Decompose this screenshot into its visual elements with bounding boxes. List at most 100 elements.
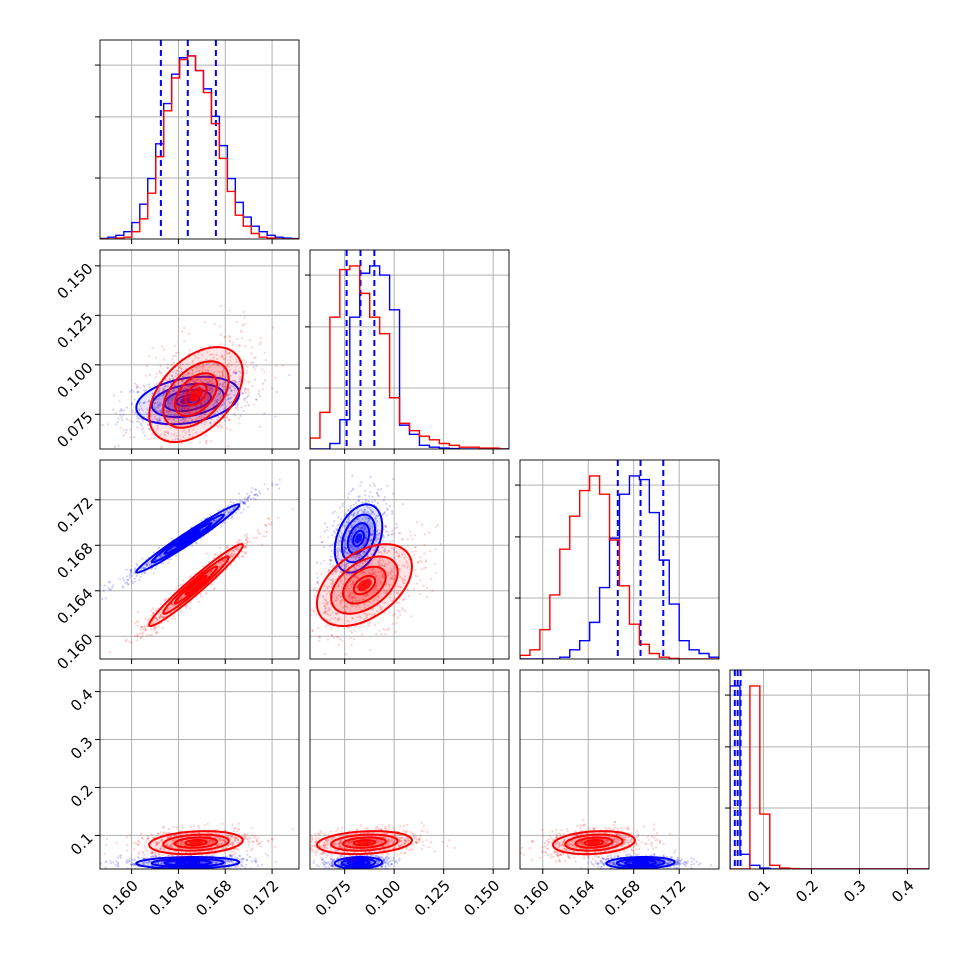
scatter-point: [141, 420, 145, 423]
scatter-point: [157, 390, 160, 393]
scatter-point: [207, 409, 210, 412]
scatter-point: [154, 626, 157, 629]
scatter-point: [373, 586, 376, 589]
scatter-point: [321, 541, 324, 544]
scatter-point: [220, 561, 223, 564]
scatter-point: [377, 514, 380, 517]
scatter-point: [121, 418, 124, 421]
scatter-point: [347, 521, 350, 524]
scatter-point: [162, 393, 165, 396]
scatter-point: [402, 581, 405, 585]
scatter-point: [237, 546, 241, 549]
scatter-point: [215, 400, 218, 403]
scatter-point: [172, 378, 175, 381]
scatter-point: [125, 638, 128, 641]
scatter-point: [191, 409, 194, 412]
scatter-point: [386, 507, 389, 510]
scatter-point: [350, 538, 353, 541]
scatter-point: [159, 612, 162, 615]
scatter-point: [363, 540, 366, 543]
scatter-point: [354, 520, 357, 523]
scatter-point: [183, 595, 186, 598]
scatter-point: [359, 616, 362, 619]
scatter-point: [130, 863, 133, 866]
scatter-point: [337, 516, 340, 519]
scatter-point: [351, 474, 354, 477]
scatter-point: [372, 573, 375, 576]
scatter-point: [187, 387, 190, 390]
scatter-point: [206, 397, 210, 400]
scatter-point: [226, 509, 229, 513]
scatter-point: [344, 547, 348, 550]
scatter-point: [141, 557, 144, 560]
scatter-point: [363, 606, 367, 609]
scatter-point: [382, 512, 385, 516]
scatter-point: [367, 516, 371, 520]
scatter-point: [172, 389, 175, 392]
scatter-point: [360, 546, 363, 549]
scatter-point: [337, 539, 340, 542]
scatter-point: [379, 576, 382, 579]
scatter-point: [184, 385, 187, 388]
scatter-point: [364, 536, 367, 539]
scatter-point: [145, 563, 148, 566]
density-contour: [150, 513, 225, 564]
scatter-point: [156, 631, 159, 634]
scatter-point: [136, 620, 139, 623]
scatter-point: [402, 582, 405, 585]
scatter-point: [200, 404, 203, 407]
scatter-point: [216, 395, 219, 398]
scatter-point: [349, 505, 352, 508]
scatter-point: [221, 402, 224, 405]
scatter-point: [345, 520, 348, 524]
scatter-point: [229, 359, 232, 362]
scatter-point: [186, 362, 189, 366]
scatter-point: [229, 388, 232, 391]
scatter-panel-p0-p3: [100, 822, 294, 869]
scatter-point: [241, 501, 245, 504]
scatter-point: [365, 530, 368, 533]
scatter-point: [381, 546, 384, 549]
scatter-point: [221, 375, 224, 378]
scatter-point: [114, 412, 117, 415]
scatter-point: [416, 575, 419, 578]
scatter-point: [237, 539, 240, 542]
scatter-point: [361, 562, 364, 565]
scatter-point: [141, 632, 144, 635]
scatter-point: [388, 504, 391, 507]
scatter-point: [112, 584, 115, 587]
scatter-point: [222, 400, 225, 403]
scatter-point: [201, 370, 204, 373]
scatter-point: [185, 455, 187, 457]
scatter-point: [162, 348, 166, 351]
density-contour: [150, 382, 225, 419]
density-contour: [340, 513, 377, 564]
scatter-point: [364, 554, 367, 557]
scatter-point: [135, 391, 139, 394]
scatter-point: [191, 369, 194, 372]
scatter-point: [359, 609, 362, 612]
scatter-point: [370, 532, 373, 535]
scatter-point: [175, 369, 178, 372]
scatter-point: [146, 565, 149, 568]
scatter-point: [171, 398, 174, 401]
scatter-point: [228, 419, 231, 422]
scatter-point: [155, 372, 159, 375]
scatter-point: [183, 407, 187, 410]
scatter-point: [411, 550, 414, 553]
scatter-point: [125, 429, 128, 432]
scatter-point: [243, 379, 246, 382]
scatter-point: [176, 404, 179, 407]
scatter-point: [133, 382, 136, 385]
density-contour: [163, 522, 213, 555]
scatter-point: [200, 401, 203, 405]
scatter-point: [175, 416, 178, 419]
scatter-point: [323, 522, 326, 525]
scatter-point: [150, 422, 153, 425]
scatter-point: [203, 861, 206, 864]
scatter-point: [157, 398, 160, 401]
scatter-point: [391, 599, 394, 603]
scatter-point: [328, 578, 331, 581]
scatter-point: [363, 572, 366, 576]
scatter-point: [155, 617, 158, 620]
